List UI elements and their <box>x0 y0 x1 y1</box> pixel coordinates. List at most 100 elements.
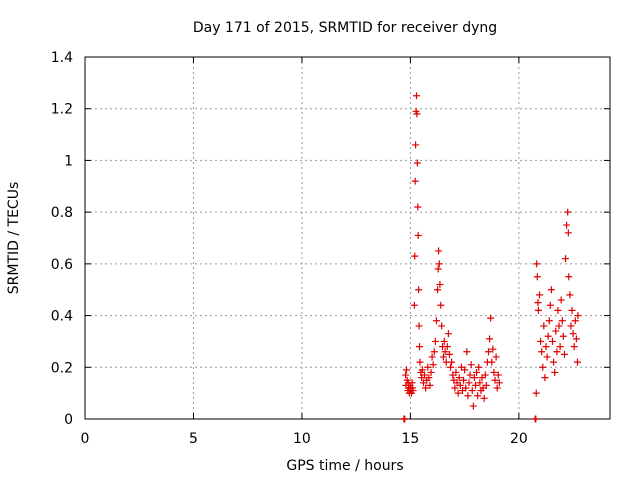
data-point <box>570 343 578 351</box>
data-point <box>445 350 453 358</box>
data-point <box>563 221 571 229</box>
data-point <box>411 177 419 185</box>
data-point <box>538 348 546 356</box>
data-point <box>541 374 549 382</box>
plot-frame <box>84 56 611 420</box>
data-point <box>414 203 422 211</box>
x-tick-label: 20 <box>510 431 528 447</box>
data-point <box>571 317 579 325</box>
data-point <box>424 363 432 371</box>
data-point <box>439 353 447 361</box>
data-point <box>474 392 482 400</box>
data-point <box>403 366 411 374</box>
data-point <box>415 286 423 294</box>
data-point <box>452 368 460 376</box>
x-tick-label: 15 <box>401 431 419 447</box>
data-point <box>435 247 443 255</box>
data-point <box>460 376 468 384</box>
x-tick-label: 10 <box>293 431 311 447</box>
data-point <box>562 255 570 263</box>
data-point <box>485 348 493 356</box>
data-point <box>544 332 552 340</box>
data-point <box>456 381 464 389</box>
data-point <box>416 358 424 366</box>
data-point <box>441 348 449 356</box>
data-point <box>554 306 562 314</box>
data-point <box>451 384 459 392</box>
data-point <box>564 208 572 216</box>
y-tick-label: 0.6 <box>51 257 73 273</box>
data-point <box>494 371 502 379</box>
data-point <box>434 286 442 294</box>
data-point <box>535 291 543 299</box>
data-point <box>434 265 442 273</box>
data-point <box>533 260 541 268</box>
data-point <box>543 353 551 361</box>
data-point <box>432 317 440 325</box>
data-point <box>454 389 462 397</box>
data-point <box>467 361 475 369</box>
data-point <box>410 301 418 309</box>
y-axis-label: SRMTID / TECUs <box>6 182 22 295</box>
data-point <box>558 317 566 325</box>
data-point <box>532 415 540 423</box>
data-point <box>559 332 567 340</box>
data-point <box>555 322 563 330</box>
data-point <box>534 299 542 307</box>
data-point <box>553 348 561 356</box>
data-point <box>487 314 495 322</box>
data-point <box>443 343 451 351</box>
data-point <box>412 92 420 100</box>
data-point <box>566 291 574 299</box>
data-point <box>464 392 472 400</box>
data-point <box>557 296 565 304</box>
data-point <box>437 301 445 309</box>
y-tick-label: 0.4 <box>51 309 73 325</box>
data-point <box>551 368 559 376</box>
x-tick-label: 5 <box>189 431 198 447</box>
data-point <box>414 231 422 239</box>
data-point <box>416 343 424 351</box>
data-point <box>469 402 477 410</box>
data-point <box>448 358 456 366</box>
chart-title: Day 171 of 2015, SRMTID for receiver dyn… <box>193 20 497 36</box>
data-point <box>574 312 582 320</box>
data-point <box>482 381 490 389</box>
data-point <box>462 384 470 392</box>
data-point <box>422 384 430 392</box>
data-point <box>556 343 564 351</box>
data-point <box>435 260 443 268</box>
data-point <box>569 330 577 338</box>
data-point <box>471 381 479 389</box>
data-point <box>473 368 481 376</box>
data-point <box>421 371 429 379</box>
data-point <box>488 358 496 366</box>
y-tick-label: 0.2 <box>51 360 73 376</box>
data-point <box>455 374 463 382</box>
data-points <box>400 92 582 423</box>
data-point <box>567 322 575 330</box>
data-point <box>550 358 558 366</box>
data-point <box>468 387 476 395</box>
data-point <box>560 350 568 358</box>
data-point <box>409 387 417 395</box>
data-point <box>429 361 437 369</box>
data-point <box>401 415 409 423</box>
data-point <box>568 306 576 314</box>
data-point <box>489 345 497 353</box>
data-point <box>412 141 420 149</box>
data-point <box>481 371 489 379</box>
data-point <box>490 368 498 376</box>
data-point <box>425 374 433 382</box>
data-point <box>436 281 444 289</box>
data-point <box>476 379 484 387</box>
data-point <box>572 335 580 343</box>
data-point <box>465 379 473 387</box>
data-point <box>430 348 438 356</box>
data-point <box>537 337 545 345</box>
data-point <box>534 306 542 314</box>
data-point <box>547 286 555 294</box>
data-point <box>475 363 483 371</box>
data-point <box>415 322 423 330</box>
